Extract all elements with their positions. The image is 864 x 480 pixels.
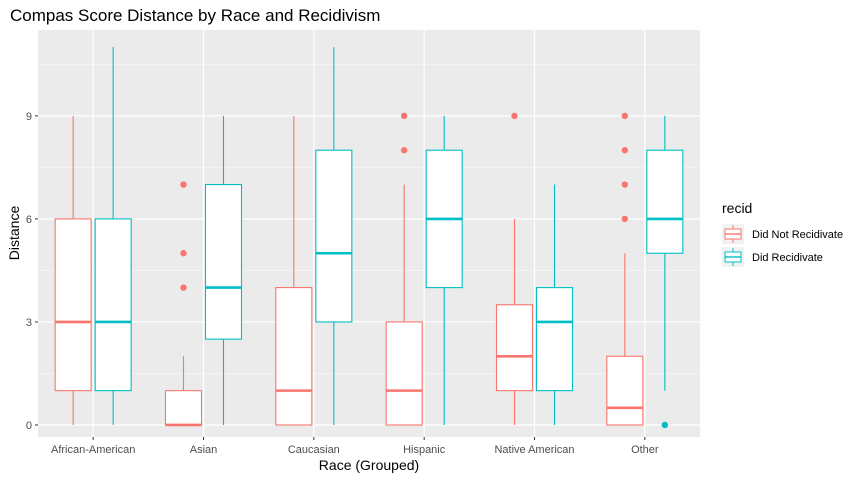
outlier-point [661, 421, 669, 429]
outlier-point [621, 112, 629, 120]
box-0-5 [606, 112, 644, 426]
box-iqr [315, 149, 353, 323]
box-1-1 [204, 115, 243, 425]
y-tick-label: 0 [26, 420, 32, 432]
legend: recid Did Not Recidivate Did Recidivate [722, 200, 843, 267]
box-iqr [94, 218, 132, 392]
box-0-2 [275, 115, 313, 426]
box-iqr [54, 218, 92, 392]
y-tick-label: 3 [26, 317, 32, 329]
legend-key-1 [722, 247, 744, 267]
x-tick-label: Hispanic [403, 444, 446, 456]
box-1-2 [315, 47, 353, 425]
box-iqr [385, 321, 423, 426]
x-axis-ticks: African-American Asian Caucasian Hispanic Na… [51, 437, 659, 456]
outlier-point [180, 181, 187, 188]
box-0-3 [385, 112, 423, 426]
box-0-4 [495, 112, 534, 425]
chart-title: Compas Score Distance by Race and Recidi… [10, 6, 380, 25]
x-tick-label: Asian [190, 444, 218, 456]
y-axis-ticks: 0 3 6 9 [26, 111, 38, 432]
outlier-point [400, 147, 408, 154]
box-iqr [495, 304, 534, 392]
outlier-point [180, 284, 187, 291]
box-1-3 [425, 115, 463, 425]
outlier-point [511, 112, 518, 120]
box-iqr [204, 184, 243, 340]
box-iqr [535, 287, 574, 392]
legend-label: Did Not Recidivate [752, 229, 843, 241]
outlier-point [180, 250, 187, 257]
y-tick-label: 6 [26, 214, 32, 226]
plot-panel [38, 30, 700, 437]
x-tick-label: Other [631, 444, 659, 456]
x-axis-title: Race (Grouped) [319, 457, 419, 473]
outlier-point [621, 147, 629, 154]
box-iqr [164, 390, 203, 426]
legend-label: Did Recidivate [752, 252, 823, 264]
box-iqr [646, 149, 684, 254]
x-tick-label: Native American [494, 444, 574, 456]
box-1-0 [94, 47, 132, 425]
outlier-point [400, 112, 408, 120]
box-iqr [275, 287, 313, 426]
gridlines [38, 30, 700, 437]
y-tick-label: 9 [26, 111, 32, 123]
box-iqr [606, 355, 644, 426]
box-0-1 [164, 181, 203, 427]
legend-key-0 [722, 224, 744, 244]
box-series [54, 47, 684, 429]
y-axis-title: Distance [6, 206, 22, 261]
outlier-point [621, 181, 629, 188]
x-tick-label: Caucasian [288, 444, 340, 456]
box-0-0 [54, 115, 92, 425]
legend-title: recid [722, 200, 752, 216]
outlier-point [621, 215, 629, 223]
box-1-4 [535, 184, 574, 425]
x-tick-label: African-American [51, 444, 135, 456]
box-1-5 [646, 115, 684, 429]
